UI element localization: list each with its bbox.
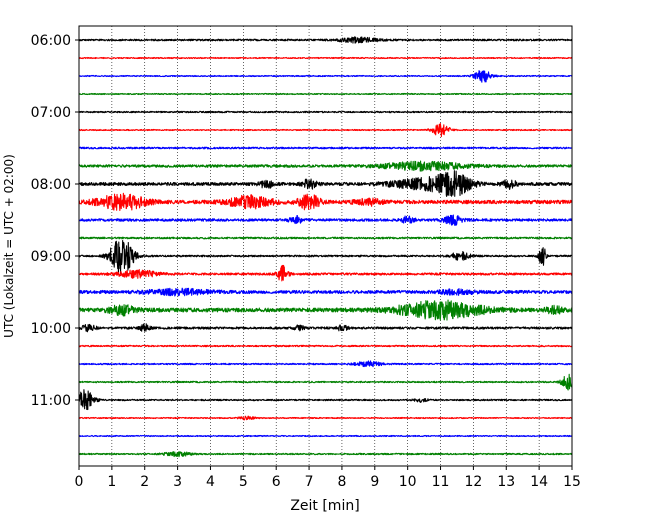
- x-tick-label: 7: [305, 474, 314, 490]
- x-tick-label: 10: [399, 474, 417, 490]
- trace-0630: [78, 70, 573, 83]
- trace-0745: [78, 160, 573, 172]
- trace-0700: [78, 110, 573, 114]
- traces-group: [78, 36, 573, 458]
- x-tick-label: 0: [75, 474, 84, 490]
- trace-0800: [78, 170, 573, 197]
- x-tick-label: 3: [173, 474, 182, 490]
- trace-0830: [78, 214, 573, 226]
- x-tick-label: 8: [337, 474, 346, 490]
- trace-0730: [78, 146, 573, 150]
- trace-1145: [78, 451, 573, 458]
- x-tick-label: 11: [432, 474, 450, 490]
- x-tick-label: 12: [464, 474, 482, 490]
- trace-1115: [78, 415, 573, 421]
- plot-frame: [78, 25, 573, 467]
- x-tick-label: 5: [239, 474, 248, 490]
- x-tick-label: 15: [563, 474, 581, 490]
- trace-0645: [78, 92, 573, 96]
- x-tick-label: 14: [530, 474, 548, 490]
- trace-1130: [78, 434, 573, 438]
- trace-0600: [78, 36, 573, 44]
- x-tick-label: 9: [370, 474, 379, 490]
- y-tick-label: 11:00: [31, 393, 71, 409]
- y-axis-label: UTC (Lokalzeit = UTC + 02:00): [2, 154, 16, 338]
- trace-0715: [78, 122, 573, 138]
- trace-1100: [78, 389, 573, 411]
- x-tick-label: 13: [497, 474, 515, 490]
- y-tick-label: 10:00: [31, 321, 71, 337]
- trace-1015: [78, 344, 573, 348]
- trace-0615: [78, 56, 573, 60]
- trace-1030: [78, 360, 573, 368]
- x-tick-label: 6: [272, 474, 281, 490]
- y-tick-label: 08:00: [31, 177, 71, 193]
- x-axis-ticks: 0 1 2 3 4 5 6 7 8 9 10 11 12 13 14 15: [75, 466, 581, 490]
- x-axis-label: Zeit [min]: [290, 498, 359, 514]
- trace-0930: [78, 287, 573, 297]
- x-tick-label: 4: [206, 474, 215, 490]
- trace-0915: [78, 264, 573, 282]
- x-tick-label: 1: [107, 474, 116, 490]
- y-axis-ticks: 06:00 07:00 08:00 09:00 10:00 11:00: [31, 33, 79, 409]
- x-tick-label: 2: [140, 474, 149, 490]
- trace-0815: [78, 192, 573, 211]
- trace-1000: [78, 323, 573, 333]
- trace-0945: [78, 299, 573, 321]
- trace-0845: [78, 236, 573, 240]
- trace-1045: [78, 373, 573, 391]
- vertical-grid: [111, 26, 540, 466]
- y-tick-label: 09:00: [31, 249, 71, 265]
- trace-0900: [78, 239, 573, 275]
- y-tick-label: 07:00: [31, 105, 71, 121]
- y-tick-label: 06:00: [31, 33, 71, 49]
